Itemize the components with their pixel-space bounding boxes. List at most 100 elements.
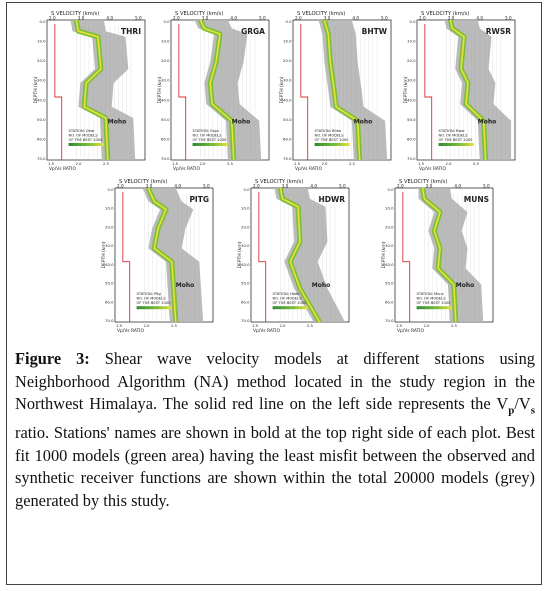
depth-tick-label: 20.0	[385, 224, 394, 229]
depth-tick-label: 50.0	[407, 117, 416, 122]
legend-best: OF THE BEST 1000	[315, 138, 350, 142]
depth-tick-label: 60.0	[283, 136, 292, 141]
depth-tick-label: 40.0	[241, 262, 250, 267]
legend-colorbar	[272, 306, 308, 310]
ratio-tick-label: 2.5	[473, 161, 480, 166]
depth-tick-label: 30.0	[407, 78, 416, 83]
legend-best: OF THE BEST 1000	[69, 138, 104, 142]
legend-station: STATION: Grga	[193, 129, 219, 133]
x-axis-label: S VELOCITY (km/s)	[175, 11, 223, 17]
depth-tick-label: 0.0	[163, 19, 170, 24]
total-models-area	[70, 20, 136, 160]
station-name: HDWR	[318, 195, 345, 204]
vp-vs-ratio-line	[178, 24, 187, 160]
depth-tick-label: 20.0	[241, 224, 250, 229]
velocity-tick-label: 3.0	[448, 16, 455, 21]
legend-models: NO. OF MODELS	[137, 297, 167, 301]
caption-sub-p: p	[508, 404, 515, 417]
velocity-tick-label: 4.0	[454, 184, 461, 189]
legend-colorbar	[438, 143, 474, 146]
moho-label: Moho	[478, 119, 497, 126]
velocity-tick-label: 3.0	[282, 184, 289, 189]
ratio-tick-label: 1.5	[116, 323, 123, 328]
depth-tick-label: 0.0	[243, 187, 250, 192]
vp-vs-ratio-line	[402, 192, 411, 322]
depth-tick-label: 10.0	[407, 39, 416, 44]
x-axis-label: S VELOCITY (km/s)	[255, 179, 303, 185]
depth-axis-label: DEPTH (km)	[157, 76, 163, 103]
depth-tick-label: 70.0	[37, 156, 46, 161]
station-name: BHTW	[362, 27, 388, 36]
velocity-tick-label: 3.0	[426, 184, 433, 189]
station-name: MUNS	[464, 195, 489, 204]
ratio-tick-label: 1.5	[252, 323, 259, 328]
depth-tick-label: 40.0	[283, 97, 292, 102]
figure-caption: Figure 3: Shear wave velocity models at …	[15, 348, 535, 512]
ratio-tick-label: 2.5	[103, 161, 110, 166]
legend-station: STATION: Dhar	[69, 129, 96, 133]
best-fit-core	[421, 187, 457, 323]
depth-tick-label: 50.0	[161, 117, 170, 122]
ratio-tick-label: 2.0	[199, 161, 206, 166]
velocity-tick-label: 3.0	[324, 16, 331, 21]
best-fit-core	[449, 19, 487, 161]
vp-vs-ratio-line	[122, 192, 131, 322]
legend-station: STATION: Bhtw	[315, 129, 342, 133]
moho-label: Moho	[232, 119, 251, 126]
velocity-tick-label: 4.0	[476, 16, 483, 21]
depth-tick-label: 60.0	[241, 299, 250, 304]
legend-colorbar	[136, 306, 172, 310]
depth-axis-label: DEPTH (km)	[381, 241, 387, 268]
velocity-tick-label: 2.0	[253, 184, 260, 189]
ratio-tick-label: 2.0	[143, 323, 150, 328]
ratio-axis-label: Vp/Vs RATIO	[173, 166, 200, 172]
ratio-tick-label: 2.5	[349, 161, 356, 166]
velocity-tick-label: 5.0	[203, 184, 210, 189]
velocity-tick-label: 4.0	[106, 16, 113, 21]
depth-tick-label: 30.0	[37, 78, 46, 83]
velocity-tick-label: 4.0	[174, 184, 181, 189]
depth-tick-label: 40.0	[161, 97, 170, 102]
legend-models: NO. OF MODELS	[69, 134, 99, 138]
moho-label: Moho	[456, 282, 475, 289]
depth-tick-label: 50.0	[283, 117, 292, 122]
ratio-tick-label: 2.0	[423, 323, 430, 328]
velocity-tick-label: 3.0	[146, 184, 153, 189]
ratio-tick-label: 2.5	[307, 323, 314, 328]
legend-station: STATION: Hdwr	[273, 292, 300, 296]
station-name: PITG	[189, 195, 209, 204]
best-fit-core	[279, 187, 321, 323]
ratio-axis-label: Vp/Vs RATIO	[117, 328, 144, 334]
x-axis-label: S VELOCITY (km/s)	[119, 179, 167, 185]
depth-tick-label: 0.0	[409, 19, 416, 24]
legend-models: NO. OF MODELS	[417, 297, 447, 301]
velocity-tick-label: 2.0	[117, 184, 124, 189]
velocity-tick-label: 5.0	[135, 16, 142, 21]
ratio-axis-label: Vp/Vs RATIO	[49, 166, 76, 172]
ratio-tick-label: 2.5	[227, 161, 234, 166]
depth-tick-label: 60.0	[105, 299, 114, 304]
velocity-tick-label: 3.0	[202, 16, 209, 21]
depth-tick-label: 10.0	[241, 206, 250, 211]
station-name: RWSR	[486, 27, 511, 36]
legend-station: STATION: Pitg	[137, 292, 161, 296]
legend-station: STATION: Muns	[417, 292, 444, 296]
depth-tick-label: 70.0	[283, 156, 292, 161]
depth-tick-label: 70.0	[385, 318, 394, 323]
caption-label: Figure 3:	[15, 349, 90, 368]
ratio-tick-label: 1.5	[294, 161, 301, 166]
velocity-tick-label: 4.0	[230, 16, 237, 21]
legend-colorbar	[314, 143, 350, 146]
depth-tick-label: 60.0	[37, 136, 46, 141]
velocity-tick-label: 2.0	[397, 184, 404, 189]
legend-colorbar	[416, 306, 452, 310]
x-axis-label: S VELOCITY (km/s)	[51, 11, 99, 17]
ratio-tick-label: 2.0	[445, 161, 452, 166]
x-axis-label: S VELOCITY (km/s)	[297, 11, 345, 17]
station-name: GRGA	[241, 27, 265, 36]
ratio-axis-label: Vp/Vs RATIO	[253, 328, 280, 334]
legend-models: NO. OF MODELS	[273, 297, 303, 301]
depth-tick-label: 10.0	[385, 206, 394, 211]
